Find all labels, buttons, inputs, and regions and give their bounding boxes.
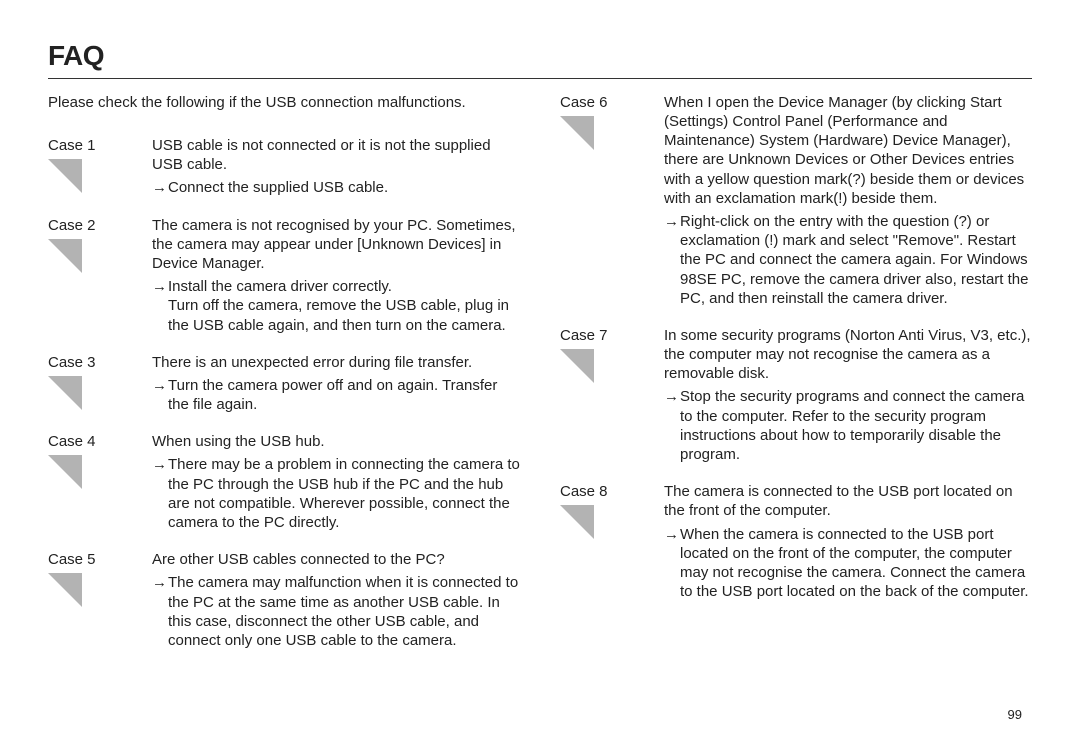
case-solution: →Install the camera driver correctly. Tu… <box>152 277 520 335</box>
case-label: Case 8 <box>560 482 608 501</box>
page-title: FAQ <box>48 38 1032 74</box>
case-body: There is an unexpected error during file… <box>48 353 520 415</box>
case-solution-text: Connect the supplied USB cable. <box>168 178 520 197</box>
intro-text: Please check the following if the USB co… <box>48 93 520 112</box>
triangle-icon <box>48 376 82 410</box>
triangle-icon <box>48 159 82 193</box>
case-problem: When I open the Device Manager (by click… <box>664 93 1032 208</box>
case-problem: USB cable is not connected or it is not … <box>152 136 520 174</box>
case-block: Case 8 The camera is connected to the USB… <box>560 482 1032 601</box>
arrow-icon: → <box>664 525 679 544</box>
case-problem: The camera is not recognised by your PC.… <box>152 216 520 274</box>
case-block: Case 6 When I open the Device Manager (by… <box>560 93 1032 308</box>
case-label-wrap: Case 1 <box>48 136 96 193</box>
case-label-wrap: Case 4 <box>48 432 96 489</box>
triangle-icon <box>560 505 594 539</box>
case-label: Case 6 <box>560 93 608 112</box>
case-label: Case 3 <box>48 353 96 372</box>
case-block: Case 7 In some security programs (Norton … <box>560 326 1032 464</box>
arrow-icon: → <box>664 212 679 231</box>
case-solution: →Turn the camera power off and on again.… <box>152 376 520 414</box>
case-solution: →When the camera is connected to the USB… <box>664 525 1032 602</box>
case-block: Case 5 Are other USB cables connected to … <box>48 550 520 650</box>
case-solution-text: There may be a problem in connecting the… <box>168 455 520 532</box>
case-solution-text: Turn the camera power off and on again. … <box>168 376 520 414</box>
case-solution-text: Stop the security programs and connect t… <box>680 387 1032 464</box>
case-body: When using the USB hub. →There may be a p… <box>48 432 520 532</box>
case-solution-text: The camera may malfunction when it is co… <box>168 573 520 650</box>
columns: Please check the following if the USB co… <box>48 93 1032 668</box>
case-label: Case 1 <box>48 136 96 155</box>
case-body: USB cable is not connected or it is not … <box>48 136 520 198</box>
case-solution-text: Right-click on the entry with the questi… <box>680 212 1032 308</box>
case-label-wrap: Case 2 <box>48 216 96 273</box>
case-label-wrap: Case 7 <box>560 326 608 383</box>
faq-page: FAQ Please check the following if the US… <box>0 0 1080 746</box>
triangle-icon <box>48 573 82 607</box>
case-solution: →Connect the supplied USB cable. <box>152 178 520 197</box>
case-label-wrap: Case 3 <box>48 353 96 410</box>
case-solution: →Right-click on the entry with the quest… <box>664 212 1032 308</box>
case-body: In some security programs (Norton Anti V… <box>560 326 1032 464</box>
arrow-icon: → <box>664 387 679 406</box>
arrow-icon: → <box>152 376 167 395</box>
left-column: Please check the following if the USB co… <box>48 93 520 668</box>
right-column: Case 6 When I open the Device Manager (by… <box>560 93 1032 668</box>
case-body: The camera is not recognised by your PC.… <box>48 216 520 335</box>
case-label: Case 2 <box>48 216 96 235</box>
case-solution: →The camera may malfunction when it is c… <box>152 573 520 650</box>
case-block: Case 4 When using the USB hub. →There may … <box>48 432 520 532</box>
case-label: Case 7 <box>560 326 608 345</box>
case-block: Case 3 There is an unexpected error durin… <box>48 353 520 415</box>
case-label: Case 5 <box>48 550 96 569</box>
case-problem: There is an unexpected error during file… <box>152 353 520 372</box>
page-number: 99 <box>1008 707 1022 724</box>
triangle-icon <box>560 116 594 150</box>
case-body: When I open the Device Manager (by click… <box>560 93 1032 308</box>
arrow-icon: → <box>152 573 167 592</box>
case-label-wrap: Case 5 <box>48 550 96 607</box>
case-problem: In some security programs (Norton Anti V… <box>664 326 1032 384</box>
case-problem: The camera is connected to the USB port … <box>664 482 1032 520</box>
triangle-icon <box>560 349 594 383</box>
case-problem: When using the USB hub. <box>152 432 520 451</box>
case-label-wrap: Case 6 <box>560 93 608 150</box>
case-label: Case 4 <box>48 432 96 451</box>
case-solution: →Stop the security programs and connect … <box>664 387 1032 464</box>
case-solution-text: Install the camera driver correctly. Tur… <box>168 277 520 335</box>
triangle-icon <box>48 455 82 489</box>
arrow-icon: → <box>152 178 167 197</box>
case-block: Case 1 USB cable is not connected or it i… <box>48 136 520 198</box>
case-problem: Are other USB cables connected to the PC… <box>152 550 520 569</box>
triangle-icon <box>48 239 82 273</box>
case-label-wrap: Case 8 <box>560 482 608 539</box>
arrow-icon: → <box>152 455 167 474</box>
title-divider <box>48 78 1032 79</box>
case-solution-text: When the camera is connected to the USB … <box>680 525 1032 602</box>
case-body: The camera is connected to the USB port … <box>560 482 1032 601</box>
case-body: Are other USB cables connected to the PC… <box>48 550 520 650</box>
arrow-icon: → <box>152 277 167 296</box>
case-block: Case 2 The camera is not recognised by yo… <box>48 216 520 335</box>
case-solution: →There may be a problem in connecting th… <box>152 455 520 532</box>
